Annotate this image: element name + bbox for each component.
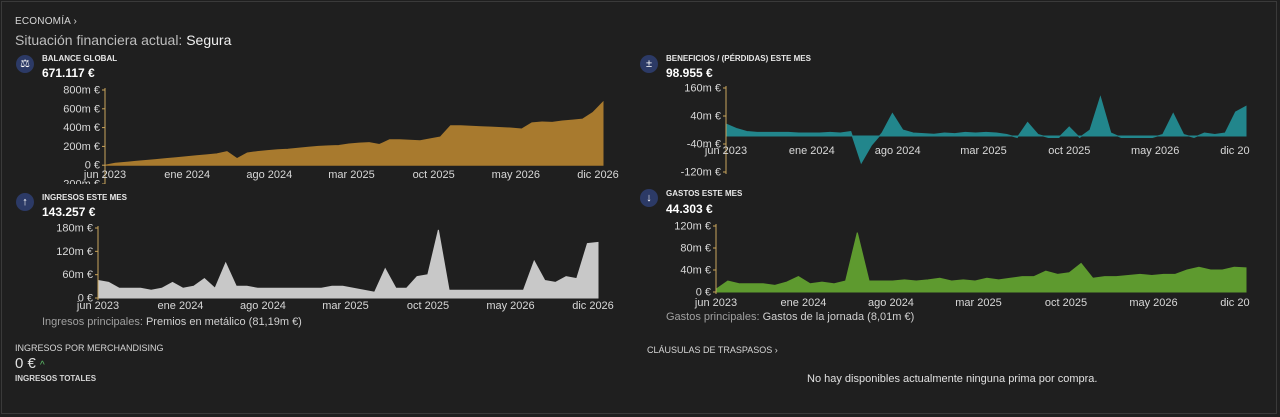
y-tick-label: 0 € bbox=[696, 287, 711, 299]
transfers-empty-message: No hay disponibles actualmente ninguna p… bbox=[807, 373, 1098, 385]
balance-chart: 800m € 600m € 400m € 200m € 0 € -200m €jun 20… bbox=[60, 85, 619, 185]
income-main-note: Ingresos principales: Premios en metálic… bbox=[42, 316, 302, 328]
transfer-clauses-link[interactable]: CLÁUSULAS DE TRASPASOS › bbox=[647, 345, 778, 355]
x-tick-label: mar 2025 bbox=[322, 300, 368, 312]
profit-value: 98.955 € bbox=[666, 66, 713, 80]
y-tick-label: -120m € bbox=[681, 167, 721, 179]
x-tick-label: oct 2025 bbox=[413, 169, 455, 181]
x-tick-label: may 2026 bbox=[1129, 297, 1177, 309]
x-tick-label: ene 2024 bbox=[789, 145, 835, 157]
profit-area-series bbox=[725, 95, 1247, 165]
income-chart: 180m € 120m € 60m € 0 €jun 2023 ene 2024 ago … bbox=[56, 223, 614, 313]
y-tick-label: 200m € bbox=[63, 141, 100, 153]
x-tick-label: dic 2026 bbox=[577, 169, 619, 181]
merch-title: INGRESOS POR MERCHANDISING bbox=[15, 343, 164, 353]
y-tick-label: 120m € bbox=[56, 246, 93, 258]
y-tick-label: 0 € bbox=[85, 160, 100, 172]
y-tick-label: 40m € bbox=[680, 265, 711, 277]
y-tick-label: -200m € bbox=[60, 179, 100, 185]
x-tick-label: mar 2025 bbox=[960, 145, 1006, 157]
expenses-value: 44.303 € bbox=[666, 202, 713, 216]
x-tick-label: ago 2024 bbox=[246, 169, 292, 181]
y-tick-label: 120m € bbox=[674, 221, 711, 233]
income-value: 143.257 € bbox=[42, 205, 96, 219]
x-tick-label: ene 2024 bbox=[164, 169, 210, 181]
x-tick-label: ago 2024 bbox=[868, 297, 914, 309]
expense-note-label: Gastos principales: bbox=[666, 311, 760, 323]
x-tick-label: may 2026 bbox=[492, 169, 540, 181]
y-tick-label: -40m € bbox=[687, 139, 721, 151]
x-tick-label: may 2026 bbox=[486, 300, 534, 312]
x-tick-label: mar 2025 bbox=[328, 169, 374, 181]
x-tick-label: oct 2025 bbox=[407, 300, 449, 312]
y-tick-label: 180m € bbox=[56, 223, 93, 235]
x-tick-label: oct 2025 bbox=[1048, 145, 1090, 157]
income-title: INGRESOS ESTE MES bbox=[42, 193, 127, 202]
balance-title: BALANCE GLOBAL bbox=[42, 54, 118, 63]
y-tick-label: 40m € bbox=[690, 111, 721, 123]
profit-chart: 160m € 40m € -40m € -120m € jun 2023 ene 2024… bbox=[681, 83, 1250, 179]
merch-value: 0 € ^ bbox=[15, 355, 45, 372]
chevron-up-icon[interactable]: ^ bbox=[40, 360, 45, 371]
x-tick-label: oct 2025 bbox=[1045, 297, 1087, 309]
financial-status: Situación financiera actual: Segura bbox=[15, 32, 231, 48]
expenses-title: GASTOS ESTE MES bbox=[666, 189, 743, 198]
x-tick-label: dic 2026 bbox=[1220, 145, 1250, 157]
income-note-value: Premios en metálico (81,19m €) bbox=[145, 316, 302, 328]
x-tick-label: jun 2023 bbox=[76, 300, 119, 312]
profit-title: BENEFICIOS / (PÉRDIDAS) ESTE MES bbox=[666, 54, 811, 63]
merch-value-text: 0 € bbox=[15, 355, 36, 372]
balance-area-series bbox=[104, 100, 604, 166]
x-tick-label: ene 2024 bbox=[781, 297, 827, 309]
status-label: Situación financiera actual: bbox=[15, 32, 183, 48]
plus-minus-icon: ± bbox=[640, 55, 658, 73]
breadcrumb[interactable]: ECONOMÍA › bbox=[15, 16, 78, 27]
x-tick-label: ene 2024 bbox=[158, 300, 204, 312]
x-tick-label: jun 2023 bbox=[694, 297, 737, 309]
expenses-chart: 120m € 80m € 40m € 0 €jun 2023 ene 2024 ago 2… bbox=[674, 221, 1250, 310]
y-tick-label: 600m € bbox=[63, 103, 100, 115]
y-tick-label: 80m € bbox=[680, 243, 711, 255]
y-tick-label: 800m € bbox=[63, 85, 100, 97]
income-note-label: Ingresos principales: bbox=[42, 316, 143, 328]
x-tick-label: jun 2023 bbox=[83, 169, 126, 181]
y-tick-label: 60m € bbox=[62, 269, 93, 281]
x-tick-label: ago 2024 bbox=[240, 300, 286, 312]
x-tick-label: jun 2023 bbox=[704, 145, 747, 157]
status-value: Segura bbox=[186, 32, 232, 48]
balance-value: 671.117 € bbox=[42, 66, 95, 80]
y-tick-label: 160m € bbox=[684, 83, 721, 95]
total-income-label: INGRESOS TOTALES bbox=[15, 374, 97, 383]
x-tick-label: dic 2026 bbox=[572, 300, 614, 312]
x-tick-label: ago 2024 bbox=[875, 145, 921, 157]
x-tick-label: dic 2026 bbox=[1220, 297, 1250, 309]
arrow-up-icon: ↑ bbox=[16, 193, 34, 211]
expenses-area-series bbox=[715, 232, 1247, 293]
y-tick-label: 400m € bbox=[63, 122, 100, 134]
y-tick-label: 0 € bbox=[78, 293, 93, 305]
x-tick-label: may 2026 bbox=[1131, 145, 1179, 157]
expense-main-note: Gastos principales: Gastos de la jornada… bbox=[666, 311, 914, 323]
x-tick-label: mar 2025 bbox=[955, 297, 1001, 309]
arrow-down-icon: ↓ bbox=[640, 189, 658, 207]
expense-note-value: Gastos de la jornada (8,01m €) bbox=[762, 311, 915, 323]
income-area-series bbox=[97, 229, 599, 299]
scale-icon: ⚖ bbox=[16, 55, 34, 73]
